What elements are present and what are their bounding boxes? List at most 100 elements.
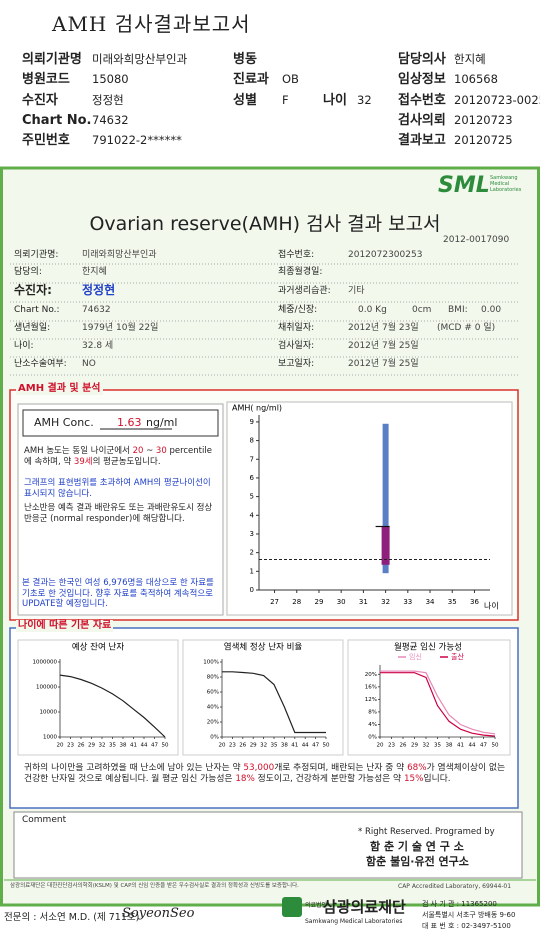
x-tick-label: 34: [426, 598, 435, 606]
chart-title: 월평균 임신 가능성: [394, 642, 462, 653]
x-tick-label: 41: [130, 743, 137, 749]
legend-label: 임신: [409, 652, 422, 661]
x-tick-label: 29: [315, 598, 324, 606]
series-line: [380, 672, 496, 737]
report-title: Ovarian reserve(AMH) 검사 결과 보고서: [89, 213, 441, 235]
field-value: (MCD # 0 일): [437, 323, 496, 333]
y-tick-label: 8: [250, 437, 254, 445]
title: AMH 검사결과보고서: [52, 12, 251, 36]
text-run: AMH 농도는 동일 나이군에서: [24, 446, 133, 456]
field-value: OB: [282, 72, 299, 86]
field-value: 한지혜: [454, 52, 486, 66]
field-value: 20120723-00253: [454, 93, 540, 107]
x-tick-label: 44: [469, 743, 476, 749]
field-value: 32: [357, 93, 372, 107]
x-tick-label: 33: [403, 598, 412, 606]
credits: * Right Reserved. Programed by: [358, 827, 495, 837]
logo-sub: Laboratories: [490, 187, 522, 193]
field-value: 0.0 Kg: [358, 305, 387, 315]
y-tick-label: 20%: [365, 672, 377, 678]
y-tick-label: 0: [250, 586, 254, 594]
x-tick-label: 38: [120, 743, 127, 749]
field-value: 74632: [92, 113, 129, 127]
conc-label: AMH Conc.: [34, 416, 94, 429]
x-tick-label: 38: [281, 743, 288, 749]
field-label: 담당의:: [14, 267, 42, 277]
y-tick-label: 20%: [207, 720, 219, 726]
x-tick-label: 50: [492, 743, 499, 749]
y-tick-label: 0%: [210, 735, 219, 741]
text-run: 20: [132, 446, 144, 456]
field-value: 791022-2******: [92, 133, 182, 147]
field-label: 난소수술여부:: [14, 359, 67, 369]
x-tick-label: 50: [323, 743, 330, 749]
chart-title: 염색체 정상 난자 비율: [224, 642, 303, 653]
credits: 함춘 불임·유전 연구소: [366, 855, 469, 868]
field-label: 체중/신장:: [278, 305, 318, 315]
y-tick-label: 80%: [207, 675, 219, 681]
y-tick-label: 40%: [207, 705, 219, 711]
field-value: 미래와희망산부인과: [82, 250, 157, 260]
x-tick-label: 20: [377, 743, 384, 749]
x-tick-label: 29: [250, 743, 257, 749]
org-prefix: 의료법인: [305, 902, 328, 909]
x-tick-label: 23: [67, 743, 74, 749]
x-tick-label: 23: [388, 743, 395, 749]
field-label: 주민번호: [22, 133, 70, 148]
org-en: Samkwang Medical Laboratories: [305, 918, 403, 925]
range-bar: [382, 423, 389, 574]
field-value: 2012년 7월 25일: [348, 359, 419, 369]
text-run: percentile에 속하며, 약: [24, 446, 212, 467]
conc-unit: ng/ml: [146, 416, 178, 429]
y-tick-label: 2: [250, 549, 254, 557]
x-axis-label: 나이: [484, 601, 499, 611]
field-label: Chart No.:: [14, 305, 60, 315]
text-run: 가 염색체이상이 없는 건강한 난자일 것으로 예상됩니다. 월 평균 임신 가…: [24, 763, 506, 785]
text-run: 53,000: [243, 763, 275, 773]
field-label: 과거생리습관:: [278, 286, 331, 296]
x-tick-label: 30: [337, 598, 346, 606]
field-value: 0.00: [481, 305, 502, 315]
x-tick-label: 47: [151, 743, 158, 749]
field-label: 검사일자:: [278, 341, 315, 351]
field-value: 미래와희망산부인과: [92, 52, 188, 66]
logo-icon: [282, 897, 302, 917]
x-tick-label: 35: [271, 743, 278, 749]
text-run: ~: [143, 446, 156, 456]
field-value: 20120725: [454, 133, 513, 147]
field-value: 32.8 세: [82, 341, 114, 351]
field-label: 접수번호:: [278, 250, 315, 260]
field-label: 의뢰기관명: [22, 52, 82, 67]
footer-note: 삼광의료재단은 대한진단검사의학회(KSLM) 및 CAP의 신임 인증을 받은…: [10, 883, 299, 889]
paragraph: 난소반응 예측 결과 배란유도 또는 과배란유도시 정상반응군 (normal …: [24, 503, 213, 524]
field-value: 2012년 7월 25일: [348, 341, 419, 351]
x-tick-label: 44: [302, 743, 309, 749]
y-tick-label: 60%: [207, 690, 219, 696]
x-tick-label: 47: [480, 743, 487, 749]
y-tick-label: 4%: [368, 722, 377, 728]
x-tick-label: 50: [162, 743, 169, 749]
footer-cap: CAP Accredited Laboratory, 69944-01: [398, 883, 512, 890]
legend-label: 출산: [451, 652, 464, 661]
series-line: [222, 671, 326, 734]
chart-title: 예상 잔여 난자: [72, 642, 125, 653]
x-tick-label: 35: [109, 743, 116, 749]
field-label: 검사의뢰: [398, 113, 446, 128]
x-tick-label: 27: [270, 598, 279, 606]
y-axis-label: AMH( ng/ml): [232, 404, 282, 413]
field-label: 수진자:: [14, 283, 52, 297]
y-tick-label: 1: [250, 567, 254, 575]
x-tick-label: 29: [411, 743, 418, 749]
field-value: 1979년 10월 22일: [82, 323, 159, 333]
field-value: 2012년 7월 23일: [348, 323, 419, 333]
x-tick-label: 28: [292, 598, 301, 606]
x-tick-label: 47: [312, 743, 319, 749]
series-line: [59, 674, 166, 738]
section-heading: AMH 결과 및 분석: [16, 383, 103, 395]
contact: 대 표 번 호 : 02-3497-5100: [422, 922, 511, 930]
paragraph: 본 결과는 한국인 여성 6,976명을 대상으로 한 자료를 기초로 한 것입…: [22, 578, 214, 610]
y-tick-label: 4: [250, 511, 255, 519]
y-tick-label: 1000000: [33, 660, 58, 666]
field-label: 최종월경일:: [278, 267, 323, 277]
field-value: 정정현: [82, 283, 116, 297]
